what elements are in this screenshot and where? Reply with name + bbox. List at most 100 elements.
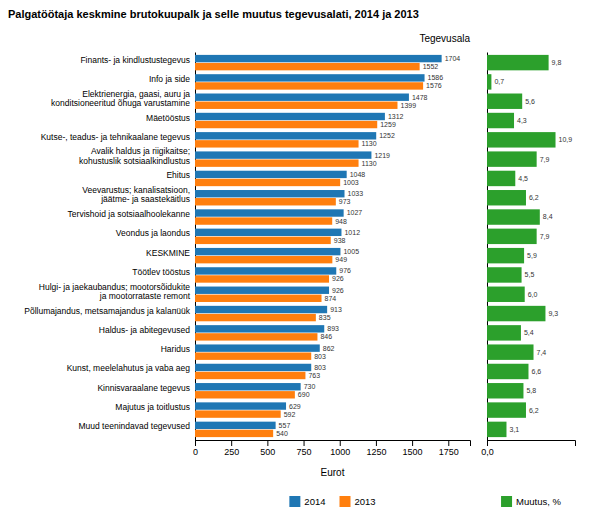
y-tick-label: Töötlev tööstus [132, 267, 190, 277]
y-tick-label: Tervishoid ja sotsiaalhoolekanne [68, 209, 191, 219]
data-label: 6,2 [529, 194, 539, 201]
tick-mark [340, 440, 341, 446]
bar [195, 364, 311, 371]
x-tick: 0 [193, 440, 198, 457]
legend-label: 2013 [355, 496, 376, 507]
data-label: 730 [304, 383, 316, 390]
y-tick-label: Põllumajandus, metsamajandus ja kalaпüük [24, 306, 190, 316]
bar [487, 55, 549, 70]
data-label: 835 [319, 314, 331, 321]
data-label: 1048 [350, 171, 366, 178]
data-label: 1576 [426, 82, 442, 89]
y-tick: KESKMINE [146, 248, 190, 258]
bar [195, 159, 359, 166]
legend-swatch [501, 496, 512, 507]
data-label: 926 [332, 287, 344, 294]
bar [195, 383, 301, 390]
data-label: 5,9 [527, 252, 537, 259]
bar [195, 295, 322, 302]
data-label: 5,6 [525, 98, 535, 105]
bar [487, 306, 545, 321]
bar [487, 267, 522, 282]
y-tick: Kinnisvaraalane tegevus [97, 383, 190, 393]
x-tick: 1250 [366, 440, 386, 457]
data-label: 1027 [347, 209, 363, 216]
bar [195, 190, 345, 197]
bars [195, 55, 442, 437]
y-tick-label: Hulgi- ja jaekaubandus; mootorsõidukitej… [39, 282, 191, 301]
bar [195, 344, 320, 351]
data-label: 557 [279, 422, 291, 429]
bar [195, 209, 344, 216]
annotation: Tegevusala [419, 33, 470, 44]
bar [195, 179, 340, 186]
data-label: 1003 [343, 179, 359, 186]
y-tick: Mäetööstus [146, 113, 190, 123]
y-tick-label: Info ja side [149, 74, 190, 84]
bar [487, 364, 528, 379]
data-label: 4,3 [517, 117, 527, 124]
y-tick-label: Veondus ja laondus [116, 228, 190, 238]
bar [195, 422, 276, 429]
bar [195, 372, 305, 379]
bar [195, 391, 295, 398]
series [195, 55, 442, 429]
y-tick-label: Kunst, meelelahutus ja vaba aeg [67, 363, 191, 373]
series [195, 63, 423, 437]
legend-swatch [340, 496, 351, 507]
legend-item: 2014 [289, 496, 325, 507]
y-tick: Ehitus [166, 170, 190, 180]
tick-mark [195, 440, 196, 446]
data-label: 3,1 [509, 426, 519, 433]
data-label: 1252 [379, 132, 395, 139]
legend-item: 2013 [340, 496, 376, 507]
data-label: 1552 [423, 63, 439, 70]
x-tick: 750 [297, 440, 312, 457]
x-tick-label: 0,0 [481, 447, 494, 457]
data-label: 1012 [344, 229, 360, 236]
data-label: 874 [325, 295, 337, 302]
data-label: 5,5 [525, 271, 535, 278]
data-label: 1704 [445, 55, 461, 62]
data-label: 846 [320, 333, 332, 340]
y-tick: Avalik haldus ja riigikaitse;kohustuslik… [79, 146, 190, 165]
x-tick-label: 750 [297, 447, 312, 457]
bar [195, 140, 359, 147]
data-label: 6,0 [528, 291, 538, 298]
bar [487, 402, 526, 417]
bar [195, 430, 273, 437]
x-tick-label: 250 [224, 447, 239, 457]
bar [487, 132, 556, 147]
bar [195, 82, 423, 89]
y-tick-label: Avalik haldus ja riigikaitse;kohustuslik… [79, 146, 190, 165]
y-tick-label: Kutse-, teadus- ja tehnikaalane tegevus [41, 132, 190, 142]
tick-mark [267, 440, 268, 446]
data-label: 6,6 [531, 368, 541, 375]
y-tick: Majutus ja toitlustus [115, 402, 190, 412]
y-tick-label: Veevarustus; kanalisatsioon,jäätme- ja s… [82, 185, 190, 204]
bar [487, 190, 526, 205]
axis-line [488, 441, 576, 447]
y-tick: Info ja side [149, 74, 190, 84]
data-label: 1259 [380, 121, 396, 128]
data-label: 5,4 [524, 329, 534, 336]
y-tick-label: Ehitus [166, 170, 190, 180]
legend-label: 2014 [304, 496, 325, 507]
data-label: 1312 [388, 113, 404, 120]
x-tick-label: 1500 [403, 447, 423, 457]
data-label: 629 [289, 403, 301, 410]
bar [487, 74, 491, 89]
axis-line [196, 441, 471, 447]
y-tick: Muud teenindavad tegevused [78, 421, 190, 431]
legend-item: Muutus, % [501, 496, 561, 507]
bar [195, 217, 332, 224]
bar [195, 94, 409, 101]
bar [195, 325, 324, 332]
data-label: 1130 [362, 160, 377, 167]
bar [487, 171, 515, 186]
y-tick: Veevarustus; kanalisatsioon,jäätme- ja s… [82, 185, 190, 204]
bar [195, 198, 336, 205]
data-label: 540 [276, 430, 288, 437]
bar [195, 74, 425, 81]
bar [487, 422, 506, 437]
